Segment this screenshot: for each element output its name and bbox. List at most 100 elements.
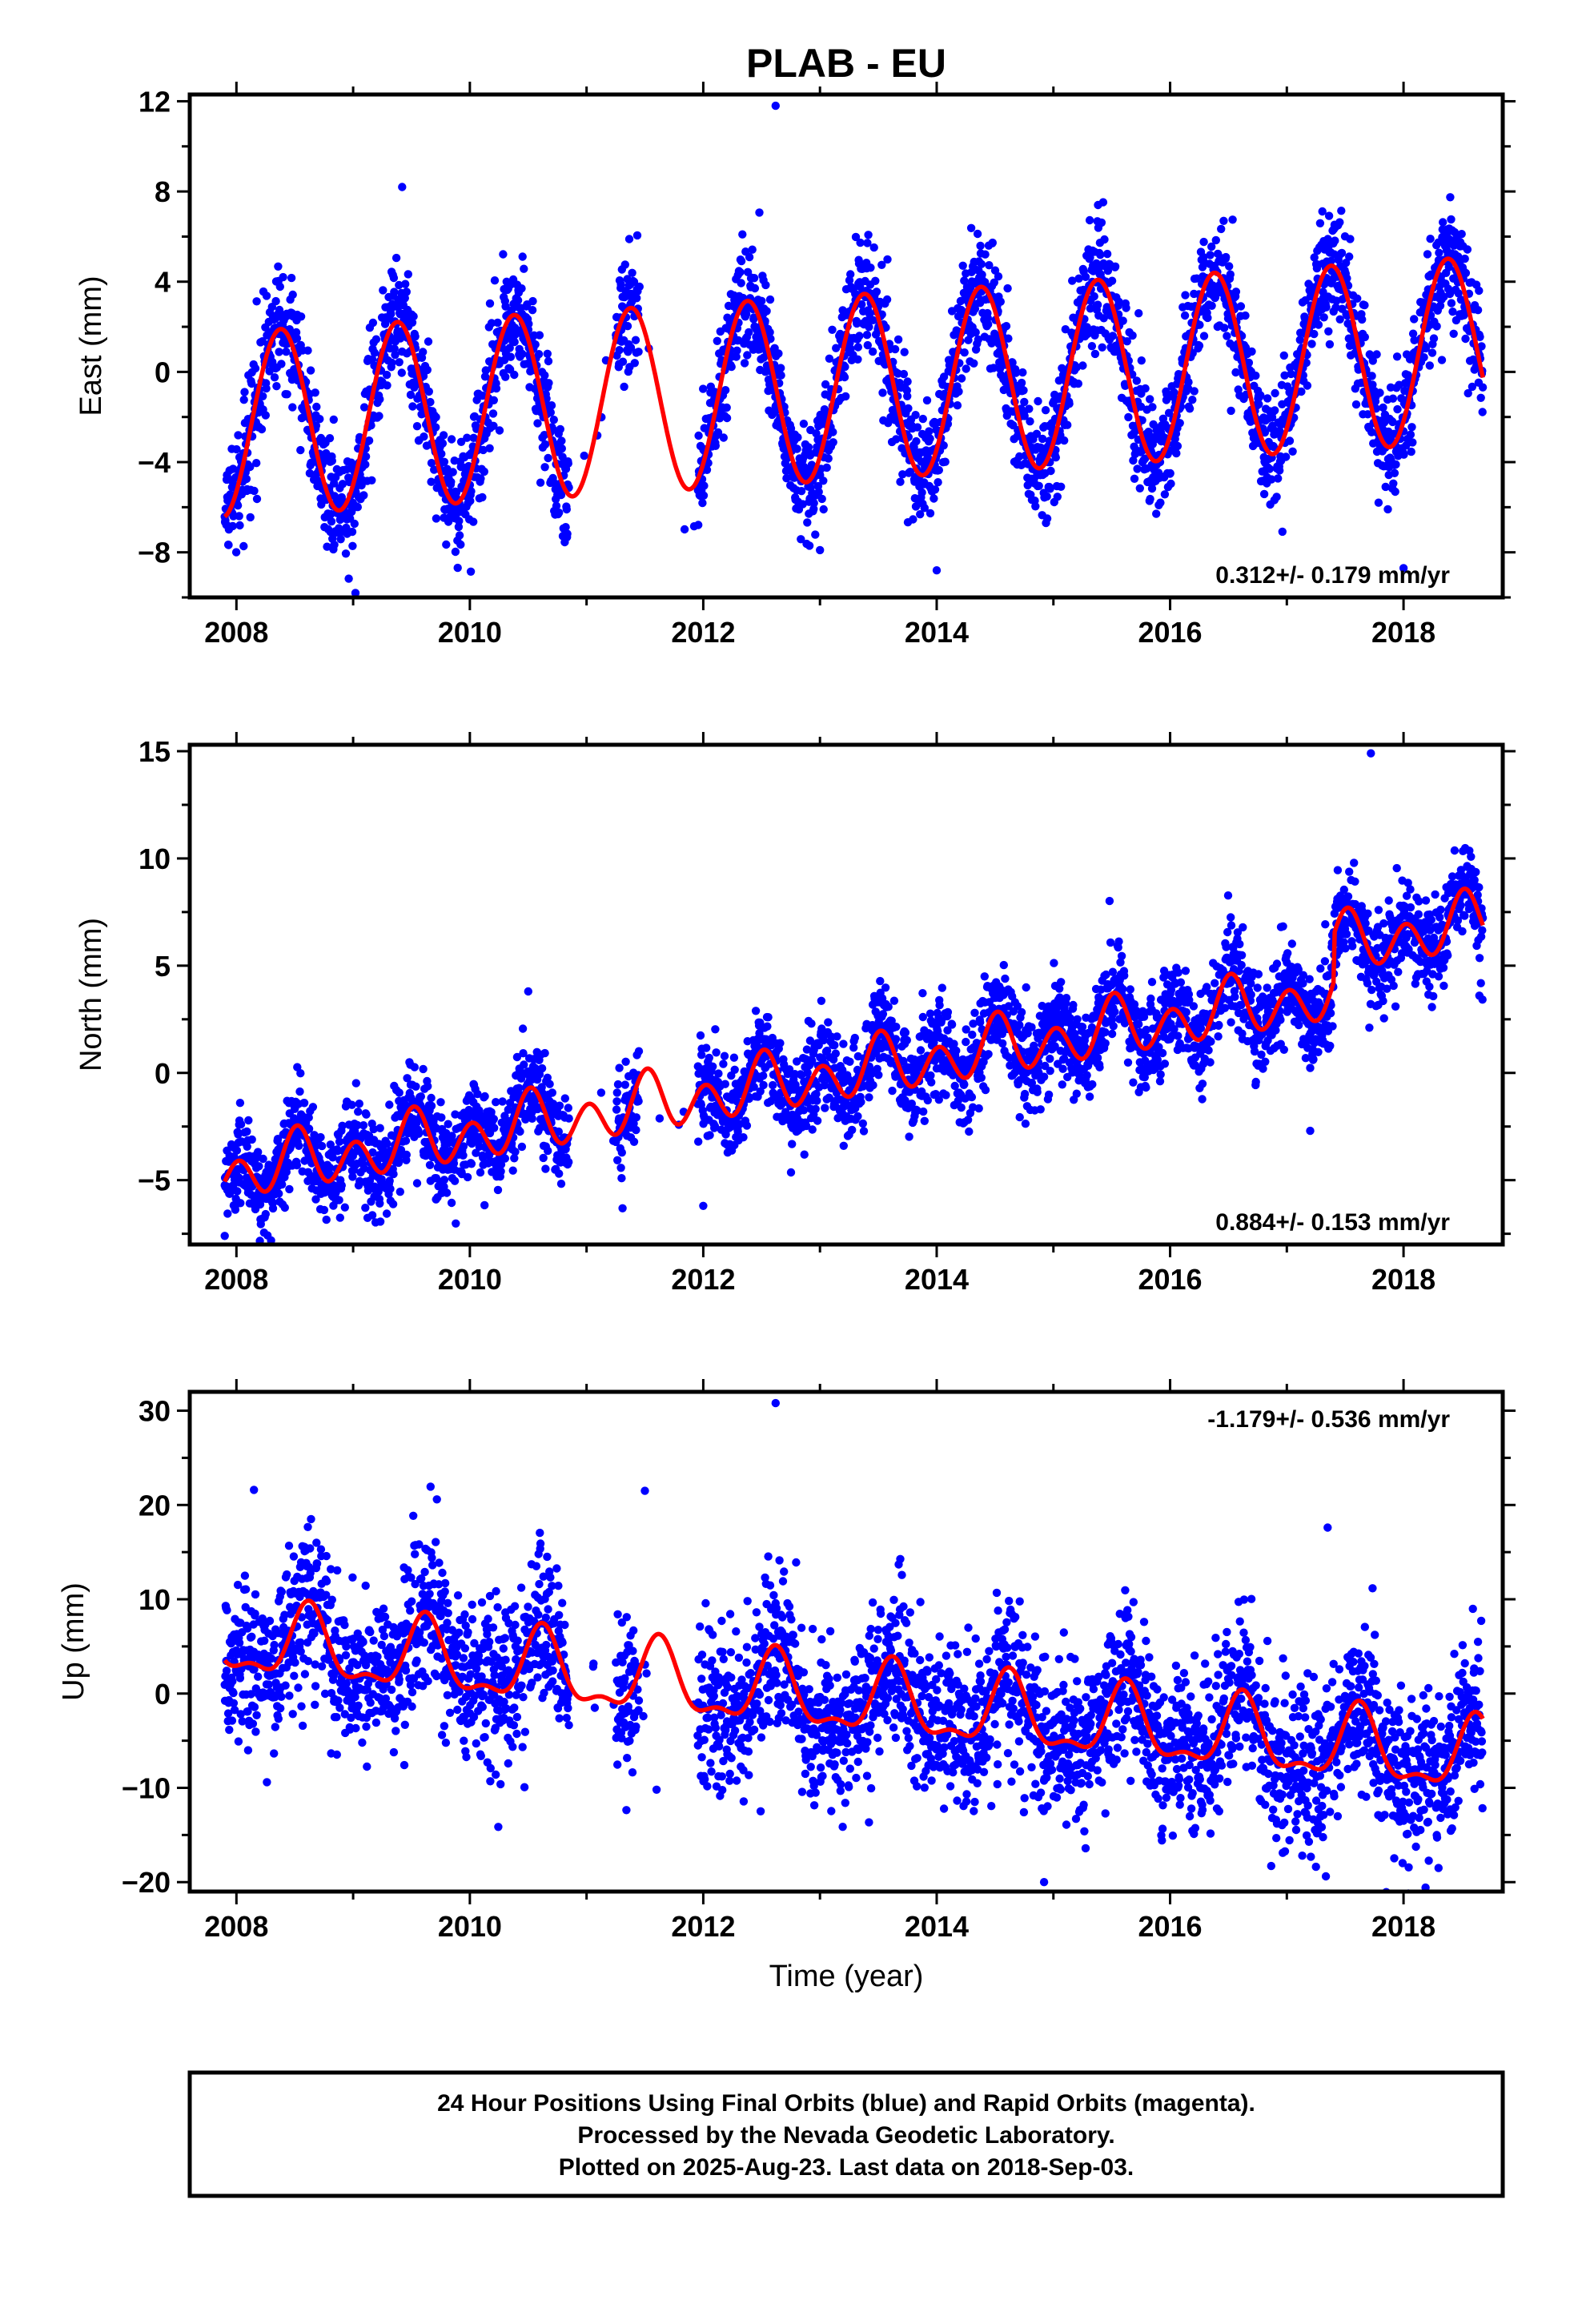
data-point: [922, 396, 932, 405]
data-point: [1156, 498, 1165, 507]
data-point: [1325, 340, 1335, 349]
data-point: [386, 1184, 395, 1193]
y-tick-label: −4: [138, 446, 171, 479]
data-point: [793, 444, 801, 453]
data-point: [453, 563, 462, 573]
data-point: [1231, 287, 1241, 296]
data-point: [1473, 306, 1483, 315]
data-point: [994, 272, 1003, 281]
data-point: [766, 334, 775, 344]
data-point: [243, 1127, 251, 1136]
data-point: [1148, 403, 1157, 412]
data-point: [1272, 493, 1281, 501]
y-tick-label: 12: [139, 85, 171, 118]
data-point: [1206, 251, 1215, 259]
data-point: [1368, 380, 1377, 389]
data-point: [397, 368, 406, 377]
data-point: [862, 331, 872, 340]
data-point: [738, 230, 747, 239]
data-point: [1251, 371, 1260, 380]
data-point: [748, 245, 757, 254]
data-point: [295, 1087, 304, 1096]
data-point: [745, 252, 754, 262]
data-point: [957, 374, 966, 383]
data-point: [456, 540, 465, 549]
data-point: [531, 340, 540, 349]
data-point: [618, 1204, 627, 1213]
data-point: [1102, 249, 1112, 259]
data-point: [1475, 286, 1484, 296]
data-point: [325, 434, 335, 443]
data-point: [557, 436, 566, 445]
data-point: [427, 459, 436, 468]
data-point: [905, 468, 915, 476]
data-point: [1060, 436, 1069, 445]
data-point: [635, 282, 644, 292]
data-point: [562, 505, 571, 514]
data-point: [953, 401, 962, 410]
data-point: [361, 460, 370, 469]
data-point: [419, 348, 428, 356]
data-point: [1335, 315, 1344, 324]
data-point: [634, 348, 643, 356]
data-point: [296, 1069, 305, 1078]
data-point: [517, 284, 526, 293]
data-point: [414, 1129, 424, 1138]
data-point: [535, 331, 544, 340]
data-point: [630, 359, 639, 368]
data-point: [383, 1140, 391, 1148]
data-point: [1454, 289, 1463, 298]
data-point: [1211, 235, 1221, 245]
data-point: [391, 253, 401, 263]
data-point: [564, 459, 572, 468]
data-point: [1337, 248, 1347, 258]
data-point: [493, 318, 502, 328]
data-point: [765, 328, 774, 337]
data-point: [319, 1205, 329, 1215]
data-point: [557, 444, 566, 453]
data-point: [247, 379, 256, 388]
data-point: [1342, 259, 1351, 267]
data-point: [259, 1154, 267, 1164]
data-point: [528, 296, 537, 306]
data-point: [282, 348, 291, 356]
data-point: [437, 1113, 446, 1122]
x-tick-label: 2008: [204, 616, 268, 649]
data-point: [973, 229, 982, 239]
data-point: [555, 509, 564, 517]
data-point: [390, 287, 399, 296]
data-point: [1437, 356, 1447, 364]
data-point: [534, 350, 544, 359]
data-point: [353, 503, 362, 512]
data-point: [797, 487, 806, 496]
data-point: [1203, 313, 1212, 323]
data-point: [409, 312, 418, 321]
data-point: [287, 273, 296, 283]
data-point-outlier: [351, 589, 360, 597]
data-point: [1310, 253, 1319, 262]
data-point: [425, 1160, 435, 1170]
data-point: [1345, 252, 1354, 261]
data-point: [329, 415, 338, 424]
data-point: [1241, 311, 1250, 320]
data-point: [395, 358, 404, 367]
data-point: [476, 474, 485, 483]
data-point: [696, 1031, 705, 1040]
data-point: [1247, 347, 1256, 356]
data-point: [1287, 369, 1295, 379]
data-point: [1275, 427, 1284, 436]
data-point: [1360, 300, 1369, 310]
data-point: [1393, 404, 1402, 414]
data-point: [444, 1120, 452, 1128]
data-point: [412, 422, 422, 431]
data-point: [1222, 252, 1231, 262]
data-point: [544, 379, 553, 388]
data-point: [1227, 406, 1235, 416]
data-point: [547, 401, 556, 410]
data-point: [1256, 391, 1265, 400]
data-point: [370, 348, 379, 357]
data-point: [447, 1198, 456, 1208]
data-point: [865, 323, 873, 332]
data-point: [452, 1219, 460, 1228]
